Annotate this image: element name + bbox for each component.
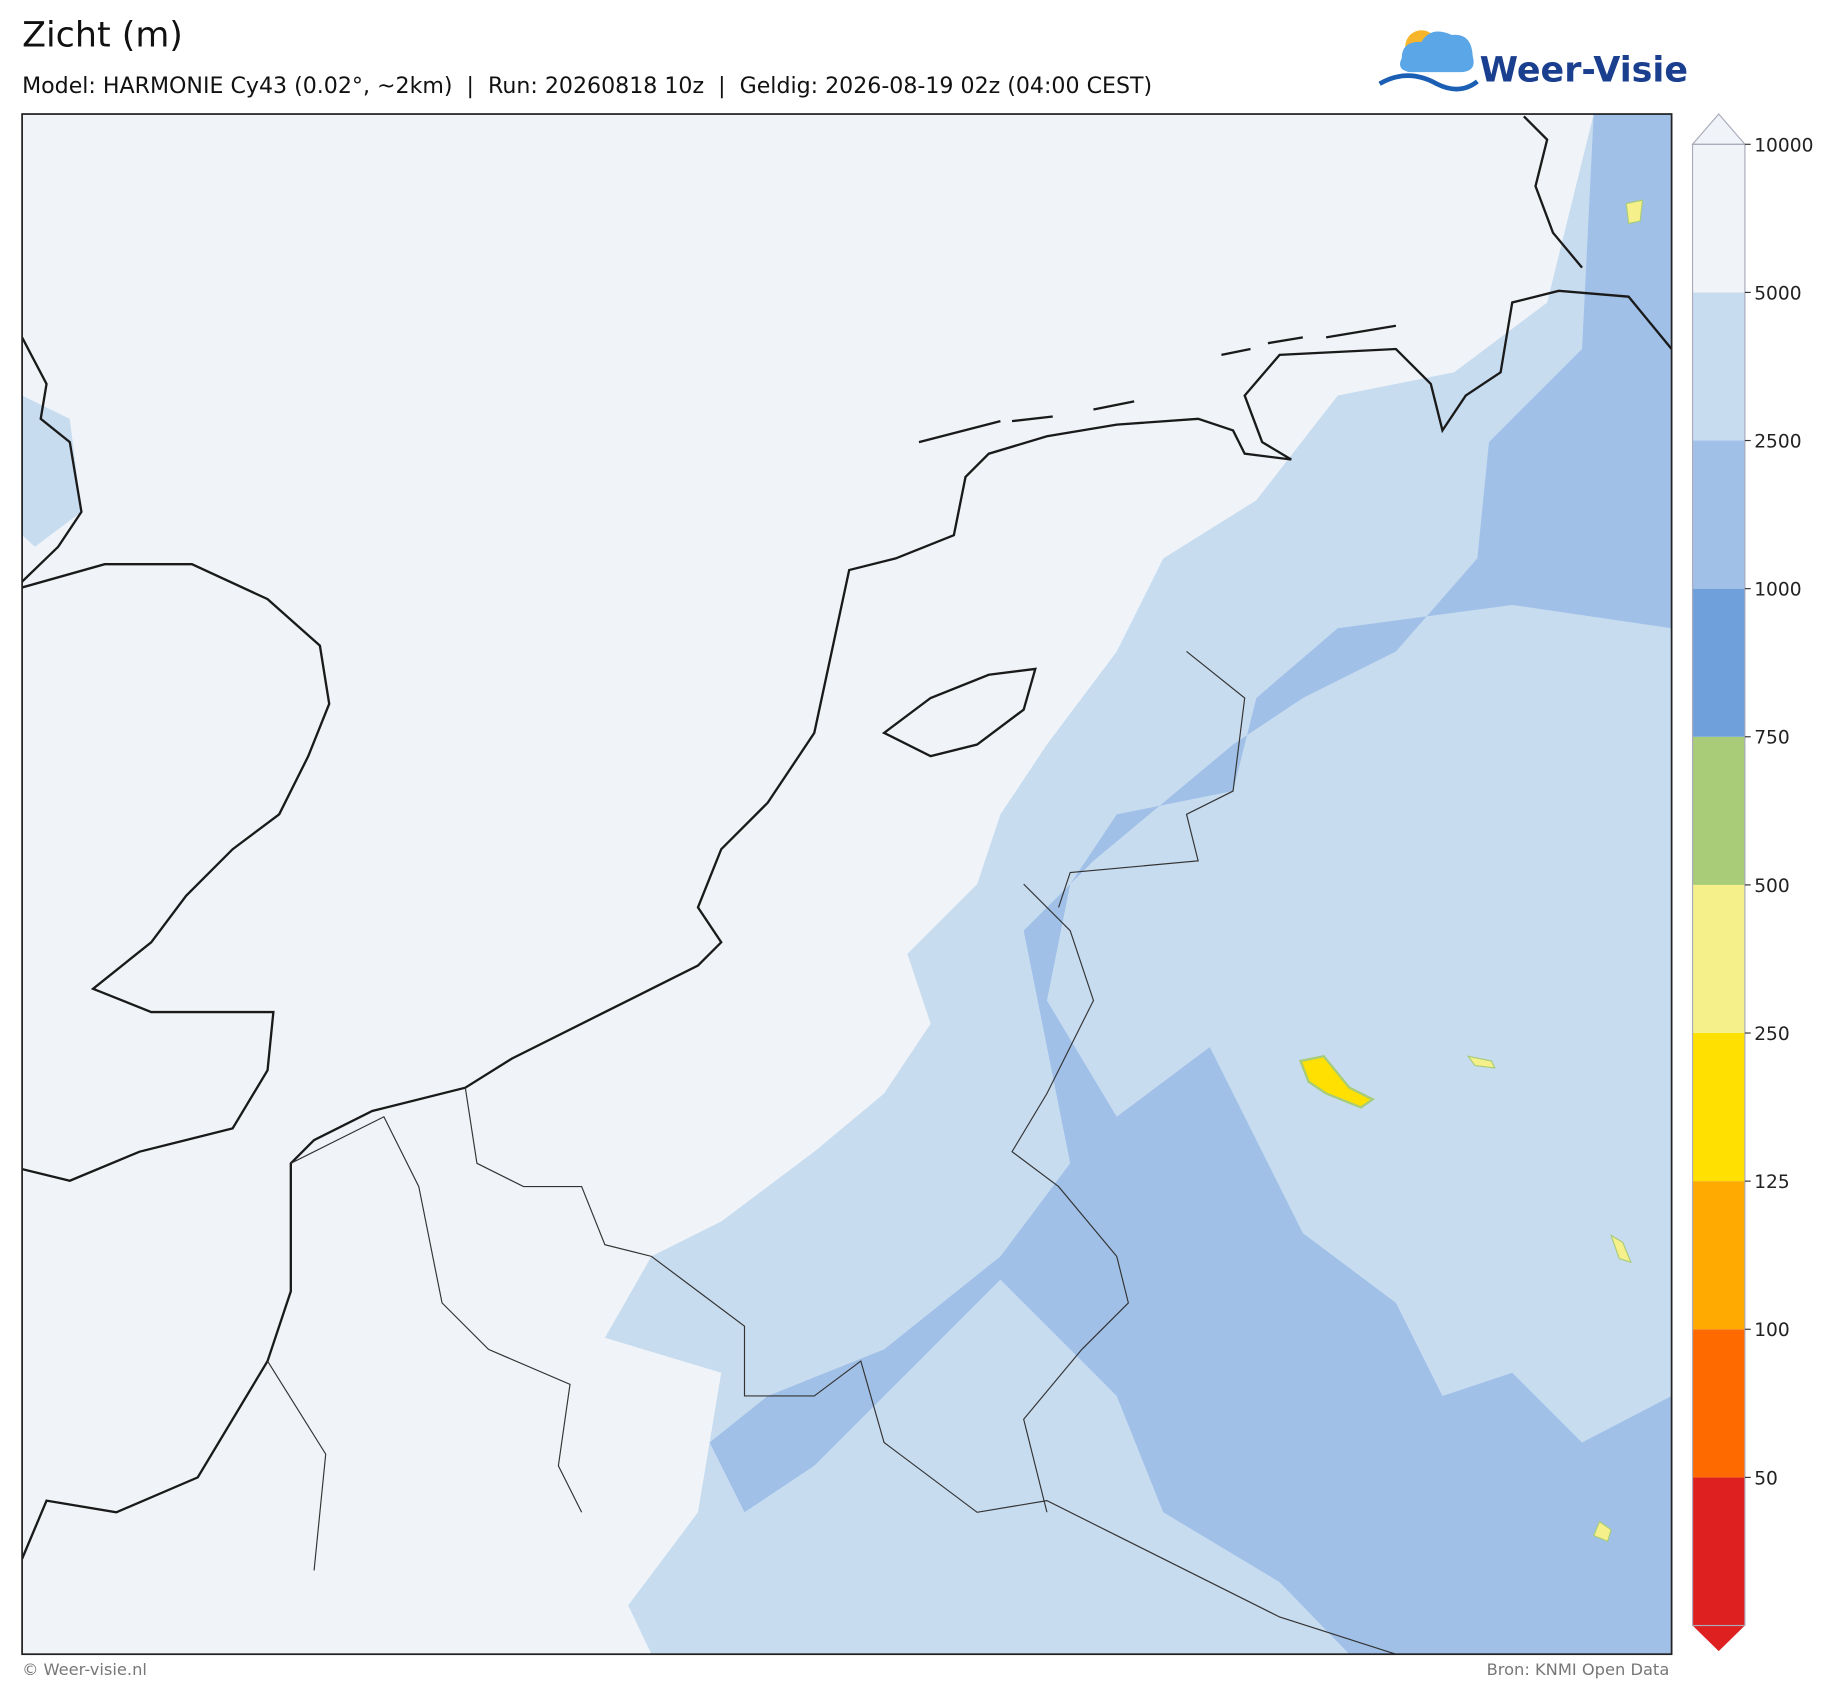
- title: Zicht (m): [22, 16, 183, 56]
- colorbar-tick-label: 250: [1754, 1024, 1790, 1045]
- visibility-area: [709, 114, 1672, 1655]
- logo: Weer-Visie: [1378, 30, 1688, 92]
- colorbar-tick-label: 50: [1754, 1468, 1778, 1489]
- colorbar-tick-label: 125: [1754, 1172, 1790, 1193]
- colorbar-band: [1692, 884, 1745, 1034]
- map: [22, 114, 1672, 1655]
- colorbar-tick-label: 750: [1754, 728, 1790, 749]
- visibility-area: [22, 395, 82, 547]
- subtitle: Model: HARMONIE Cy43 (0.02°, ~2km) | Run…: [22, 73, 1152, 99]
- borders: [267, 651, 1397, 1655]
- logo-wave: [1378, 73, 1479, 92]
- colorbar-band: [1692, 440, 1745, 589]
- colorbar-band: [1692, 1181, 1745, 1330]
- colorbar-band: [1692, 736, 1745, 885]
- map-frame: [21, 113, 1673, 1656]
- colorbar-tick-label: 1000: [1754, 580, 1801, 601]
- logo-cloud: [1400, 31, 1474, 73]
- visibility-spot: [1592, 1520, 1612, 1543]
- colorbar-band: [1691, 113, 1747, 145]
- footer-right: Bron: KNMI Open Data: [1487, 1660, 1670, 1679]
- colorbar-band: [1692, 292, 1745, 441]
- colorbar-band: [1692, 1477, 1745, 1652]
- colorbar-tick-label: 100: [1754, 1320, 1790, 1341]
- colorbar-band: [1692, 144, 1745, 293]
- colorbar-tick-label: 500: [1754, 876, 1790, 897]
- visibility-spot: [1298, 1055, 1375, 1109]
- colorbar-tick-label: 5000: [1754, 283, 1801, 304]
- footer-left: © Weer-visie.nl: [22, 1660, 147, 1679]
- colorbar-band: [1692, 1329, 1745, 1478]
- visibility-spot: [1610, 1234, 1632, 1264]
- logo-text: Weer-Visie: [1480, 50, 1688, 90]
- coastlines: [22, 115, 1672, 1560]
- colorbar: 50 100 125 250 500 750 1000 2500 5000 10000: [1691, 113, 1813, 1652]
- colorbar-band: [1692, 588, 1745, 737]
- visibility-spot: [1625, 199, 1644, 225]
- visibility-area: [604, 114, 1672, 1655]
- colorbar-tick-label: 10000: [1754, 135, 1813, 156]
- colorbar-tick-label: 2500: [1754, 432, 1801, 453]
- visibility-spot: [1466, 1055, 1496, 1069]
- colorbar-band: [1692, 1033, 1745, 1182]
